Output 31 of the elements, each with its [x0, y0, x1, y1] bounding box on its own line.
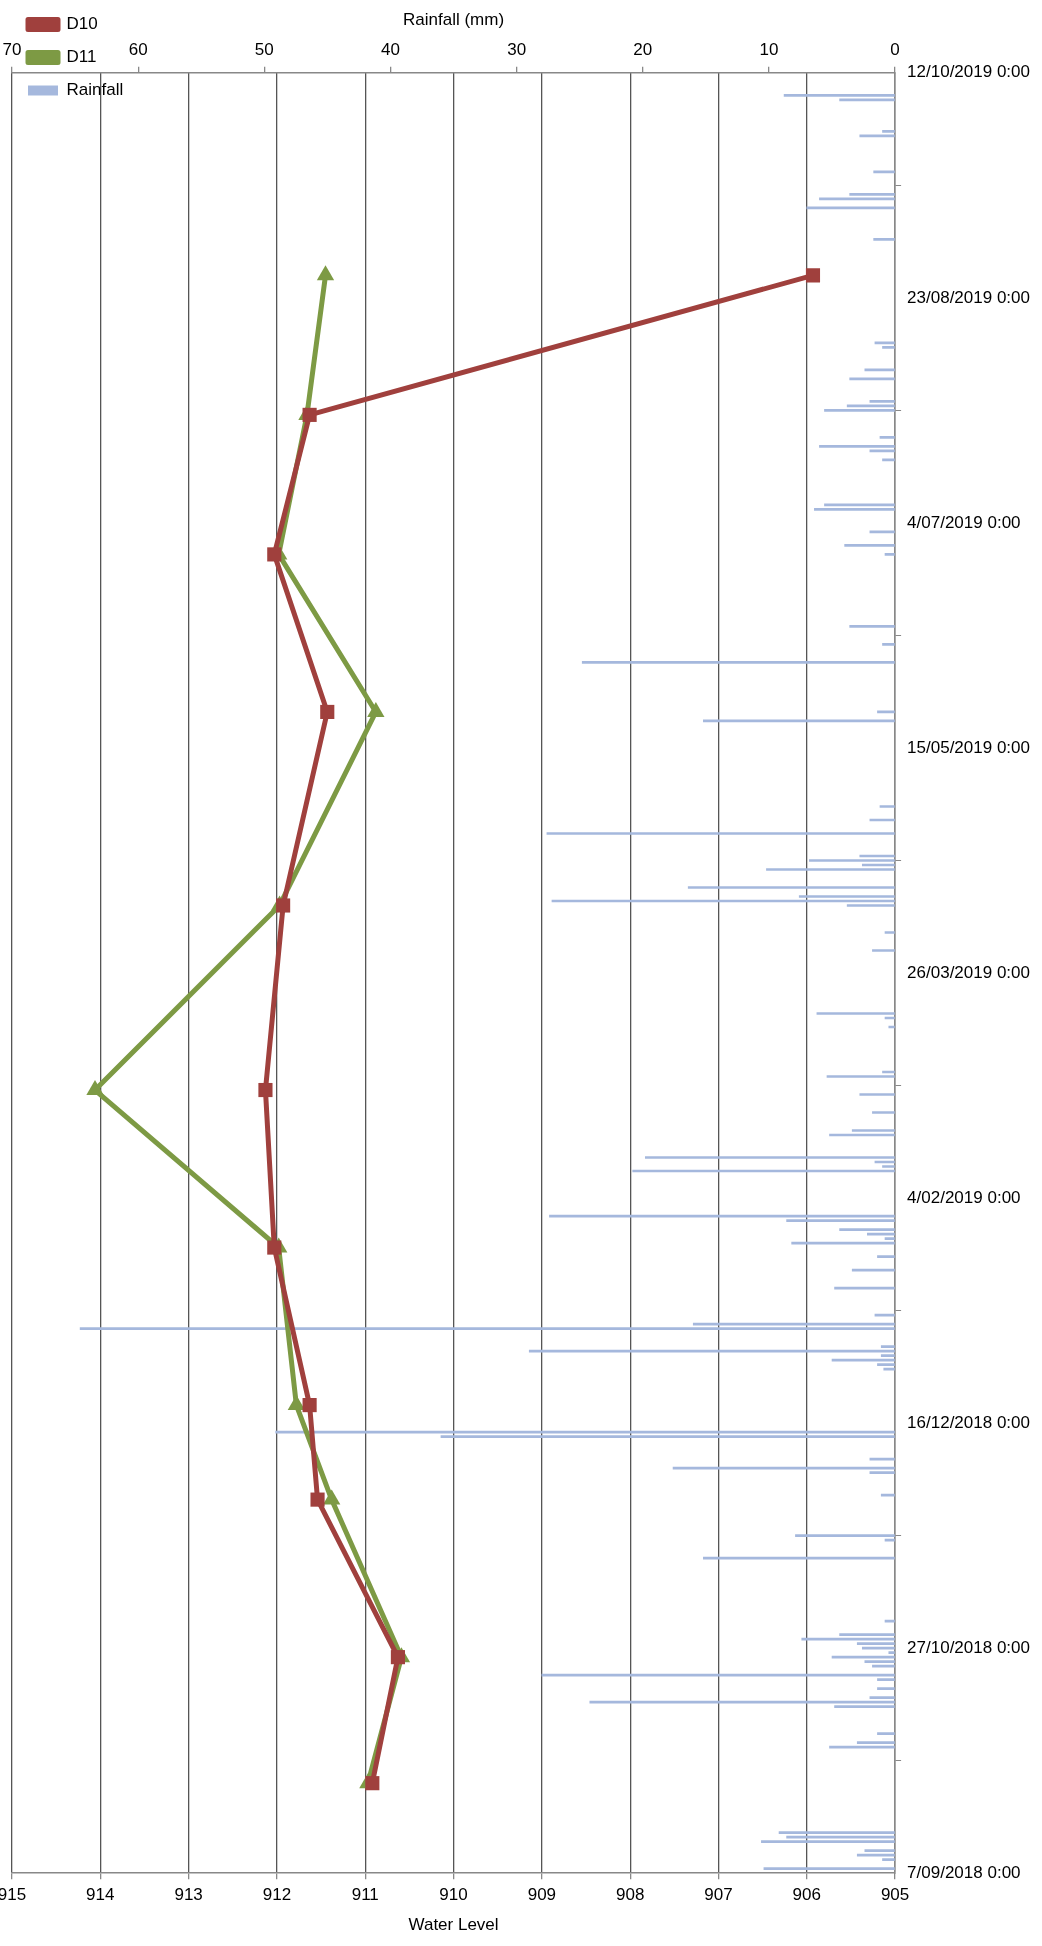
- y-tick-label: 15/05/2019 0:00: [907, 737, 1031, 757]
- legend-label: D10: [66, 14, 98, 34]
- y-tick-label: 26/03/2019 0:00: [907, 962, 1031, 982]
- y-tick-label: 4/02/2019 0:00: [907, 1187, 1021, 1207]
- x-tick-label: 907: [704, 1885, 733, 1905]
- legend-label: D11: [66, 47, 97, 67]
- x2-tick-label: 60: [128, 40, 148, 60]
- x-tick-label: 905: [880, 1885, 910, 1905]
- x-tick-label: 914: [86, 1885, 115, 1905]
- x2-tick-label: 40: [381, 40, 400, 60]
- x-tick-label: 908: [615, 1885, 645, 1905]
- y-tick-label: 7/09/2018 0:00: [907, 1862, 1021, 1882]
- y-tick-label: 16/12/2018 0:00: [907, 1412, 1031, 1432]
- x-tick-label: 911: [351, 1885, 379, 1905]
- x2-tick-label: 0: [890, 40, 900, 60]
- x-tick-label: 909: [527, 1885, 557, 1905]
- y-tick-label: 27/10/2018 0:00: [907, 1637, 1031, 1657]
- y-tick-label: 23/08/2019 0:00: [907, 287, 1031, 307]
- x-tick-label: 913: [174, 1885, 203, 1905]
- x2-tick-label: 20: [633, 40, 653, 60]
- x2-tick-label: 30: [507, 40, 527, 60]
- x-axis-title: Water Level: [408, 1915, 499, 1935]
- x2-tick-label: 50: [254, 40, 274, 60]
- y-tick-label: 12/10/2019 0:00: [907, 62, 1031, 82]
- x2-tick-label: 70: [2, 40, 22, 60]
- x-tick-label: 910: [439, 1885, 468, 1905]
- x-tick-label: 906: [792, 1885, 821, 1905]
- x-tick-label: 912: [262, 1885, 292, 1905]
- x2-tick-label: 10: [759, 40, 779, 60]
- y-tick-label: 4/07/2019 0:00: [907, 512, 1021, 532]
- x2-axis-title: Rainfall (mm): [403, 9, 505, 29]
